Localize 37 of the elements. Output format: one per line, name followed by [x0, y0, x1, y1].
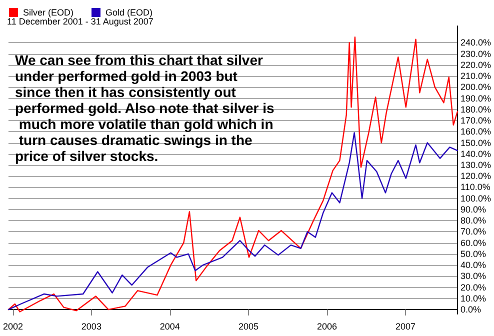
y-tick-label: 40.0%	[460, 260, 486, 270]
line-series	[8, 132, 458, 310]
y-tick-label: 50.0%	[460, 248, 486, 259]
y-tick-label: 80.0%	[460, 216, 486, 226]
x-tick-label: 2002	[2, 322, 23, 332]
x-tick-label: 2006	[316, 322, 338, 332]
y-tick-label: 130.0%	[460, 160, 492, 170]
y-tick-label: 210.0%	[460, 71, 492, 82]
y-tick-label: 150.0%	[460, 138, 492, 148]
y-tick-label: 100.0%	[460, 193, 492, 204]
y-tick-label: 140.0%	[460, 148, 492, 159]
annotation: We can see from this chart that silver under performed gold in 2003 but since then it has consistently out performed gold. Also note that silver is much more volatile than gold which in turn causes dramatic swings in the price of silver stocks.	[15, 52, 275, 164]
y-tick-label: 170.0%	[460, 116, 492, 126]
y-tick-label: 230.0%	[460, 48, 492, 59]
y-tick-label: 70.0%	[460, 226, 486, 237]
y-tick-label: 10.0%	[460, 293, 486, 304]
y-tick-label: 160.0%	[460, 126, 492, 137]
y-tick-label: 30.0%	[460, 271, 486, 282]
y-tick-label: 220.0%	[460, 60, 492, 70]
y-tick-label: 0.0%	[460, 304, 481, 315]
y-tick-label: 90.0%	[460, 204, 486, 214]
y-tick-label: 110.0%	[460, 182, 490, 192]
x-tick-label: 2007	[395, 322, 416, 332]
y-tick-label: 190.0%	[460, 93, 492, 104]
x-tick-label: 2005	[238, 322, 259, 332]
x-tick-label: 2003	[81, 322, 102, 332]
y-tick-label: 180.0%	[460, 104, 492, 114]
y-tick-label: 60.0%	[460, 238, 486, 248]
y-tick-label: 20.0%	[460, 282, 486, 292]
x-tick-label: 2004	[160, 322, 180, 332]
legend-label: Gold (EOD)	[106, 8, 153, 18]
line-series	[8, 36, 458, 312]
chart-subtitle: 11 December 2001 - 31 August 2007	[7, 16, 154, 26]
y-tick-label: 240.0%	[460, 38, 492, 48]
y-tick-label: 120.0%	[460, 171, 492, 182]
y-tick-label: 200.0%	[460, 82, 492, 92]
legend-label: Silver (EOD)	[23, 8, 74, 18]
